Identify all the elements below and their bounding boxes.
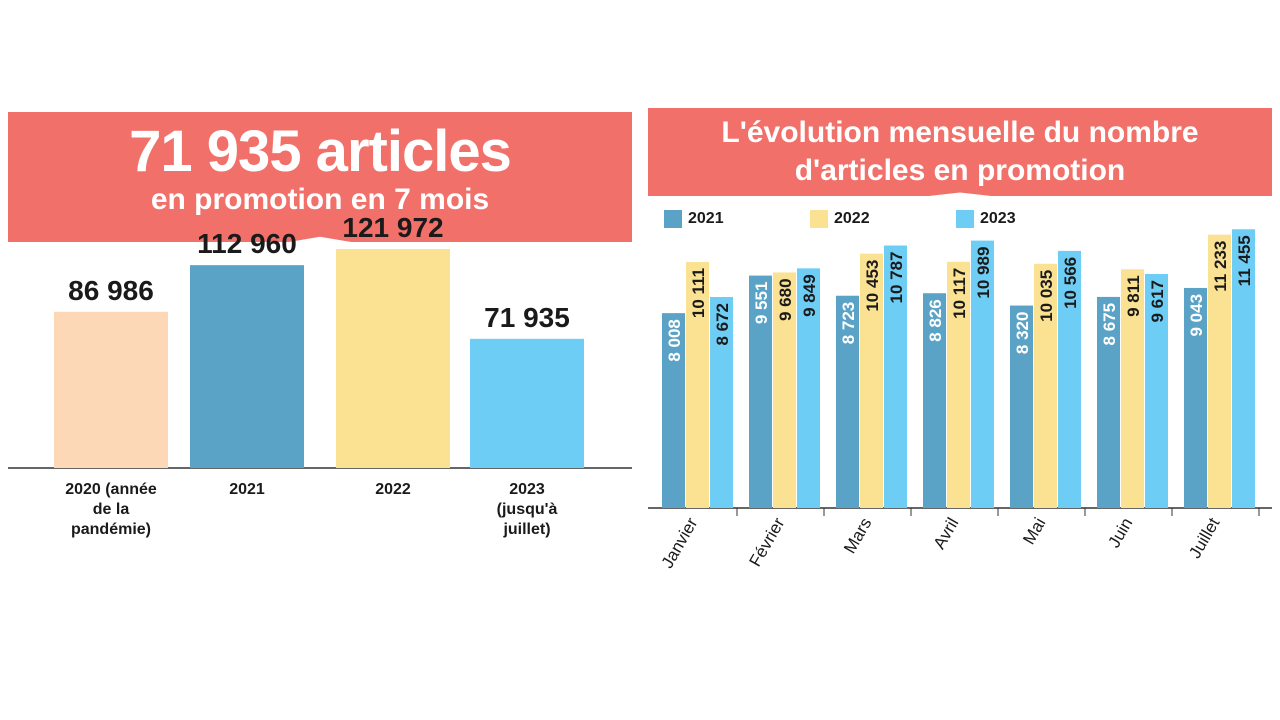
monthly-bar [1121, 269, 1144, 508]
headline: 71 935 articles [129, 119, 512, 184]
monthly-value-label: 8 723 [839, 302, 858, 345]
monthly-category-label: Février [746, 514, 789, 570]
monthly-bar [1208, 234, 1231, 508]
annual-bar [190, 265, 304, 468]
monthly-value-label: 9 680 [776, 278, 795, 321]
annual-category-label: juillet) [502, 521, 550, 538]
annual-banner: 71 935 articles en promotion en 7 mois [8, 112, 632, 242]
legend-item-2023: 2023 [956, 210, 1102, 228]
monthly-value-label: 8 672 [713, 303, 732, 346]
monthly-bar [836, 295, 859, 508]
monthly-value-label: 8 008 [665, 319, 684, 362]
monthly-category-label: Avril [930, 515, 963, 553]
annual-category-label: pandémie) [71, 521, 151, 538]
annual-bar [336, 248, 450, 468]
monthly-value-label: 10 566 [1061, 257, 1080, 309]
annual-chart-panel: 71 935 articles en promotion en 7 mois 8… [8, 112, 632, 582]
monthly-value-label: 10 035 [1037, 270, 1056, 322]
monthly-bar [749, 275, 772, 508]
annual-category-label: 2021 [229, 481, 265, 498]
chart-title-line1: L'évolution mensuelle du nombre [721, 116, 1199, 149]
annual-category-label: 2020 (année [65, 481, 157, 498]
monthly-bar [860, 253, 883, 508]
monthly-value-label: 8 320 [1013, 312, 1032, 355]
annual-value-label: 121 972 [342, 212, 443, 243]
monthly-bar [1034, 263, 1057, 508]
monthly-value-label: 10 453 [863, 260, 882, 312]
monthly-bar [1184, 287, 1207, 508]
legend: 2021 2022 2023 [664, 210, 1102, 228]
monthly-bar [947, 261, 970, 508]
legend-label-2022: 2022 [834, 210, 870, 227]
annual-value-label: 86 986 [68, 275, 154, 306]
legend-swatch-2023 [956, 210, 974, 228]
monthly-category-label: Janvier [658, 514, 702, 571]
monthly-bar [1010, 305, 1033, 508]
monthly-banner: L'évolution mensuelle du nombre d'articl… [648, 108, 1272, 196]
monthly-bar [773, 272, 796, 508]
monthly-value-label: 9 617 [1148, 280, 1167, 323]
legend-label-2023: 2023 [980, 210, 1016, 227]
monthly-category-label: Juillet [1185, 514, 1223, 561]
monthly-category-label: Mars [840, 515, 875, 557]
monthly-bar [923, 293, 946, 508]
monthly-bar-chart: 8 008 10 111 8 672 Janvier 9 551 9 680 9 849 Fé… [648, 229, 1272, 571]
monthly-value-label: 10 117 [950, 268, 969, 319]
monthly-category-label: Mai [1019, 515, 1049, 548]
annual-category-label: (jusqu'à [497, 501, 558, 518]
monthly-value-label: 9 043 [1187, 294, 1206, 337]
monthly-bar [686, 261, 709, 508]
monthly-category-label: Juin [1104, 515, 1136, 552]
monthly-value-label: 9 849 [800, 274, 819, 317]
monthly-bar [710, 296, 733, 508]
annual-value-label: 112 960 [197, 228, 297, 259]
monthly-value-label: 8 826 [926, 299, 945, 342]
monthly-bar [797, 268, 820, 508]
monthly-value-label: 10 989 [974, 247, 993, 299]
legend-item-2021: 2021 [664, 210, 810, 228]
monthly-bar [1145, 273, 1168, 508]
legend-swatch-2021 [664, 210, 682, 228]
monthly-bar [1232, 229, 1255, 508]
annual-category-label: de la [93, 501, 130, 518]
annual-bar-chart: 86 986 2020 (année de la pandémie) 112 960 20… [8, 212, 632, 538]
monthly-value-label: 11 233 [1211, 241, 1230, 292]
monthly-bar [884, 245, 907, 508]
monthly-value-label: 10 111 [689, 268, 708, 318]
monthly-value-label: 9 811 [1124, 275, 1143, 317]
annual-category-label: 2022 [375, 481, 411, 498]
annual-value-label: 71 935 [484, 302, 570, 333]
monthly-bar [1097, 296, 1120, 508]
annual-bar [470, 338, 584, 468]
legend-swatch-2022 [810, 210, 828, 228]
legend-label-2021: 2021 [688, 210, 724, 227]
monthly-bar [971, 240, 994, 508]
annual-bar [54, 311, 168, 468]
chart-title-line2: d'articles en promotion [794, 154, 1126, 187]
monthly-value-label: 9 551 [752, 282, 771, 325]
legend-item-2022: 2022 [810, 210, 956, 228]
monthly-chart-panel: L'évolution mensuelle du nombre d'articl… [648, 108, 1272, 584]
monthly-bar [662, 313, 685, 508]
annual-category-label: 2023 [509, 481, 545, 498]
monthly-value-label: 10 787 [887, 252, 906, 304]
subheadline: en promotion en 7 mois [150, 183, 490, 216]
monthly-value-label: 8 675 [1100, 303, 1119, 346]
monthly-value-label: 11 455 [1235, 235, 1254, 286]
monthly-bar [1058, 250, 1081, 509]
